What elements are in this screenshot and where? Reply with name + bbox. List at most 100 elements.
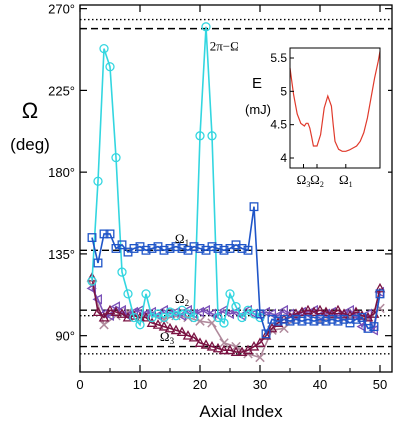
data-point xyxy=(110,306,122,317)
series-line xyxy=(91,277,381,353)
x-tick-label: 10 xyxy=(133,377,147,392)
inset-chart: 4 4.5 5 5.5 Ω3 Ω2 Ω1 E (mJ) xyxy=(238,40,388,195)
series-circle xyxy=(87,22,265,330)
data-point xyxy=(86,283,97,294)
inset-ticks: 4 4.5 5 5.5 Ω3 Ω2 Ω1 xyxy=(270,51,352,189)
x-tick-label: 30 xyxy=(253,377,267,392)
data-point xyxy=(98,311,110,322)
data-point xyxy=(255,309,265,319)
data-point xyxy=(129,244,139,253)
data-point xyxy=(141,289,151,299)
data-point xyxy=(308,306,320,317)
data-point xyxy=(87,276,97,286)
data-point xyxy=(219,245,229,255)
data-point xyxy=(165,244,175,253)
data-point xyxy=(177,244,187,253)
annotation-3: Ω3 xyxy=(160,329,175,346)
data-point xyxy=(164,322,176,333)
data-point xyxy=(170,324,182,335)
data-point xyxy=(99,43,109,54)
data-point xyxy=(327,314,337,324)
y-tick-label: 180° xyxy=(48,165,75,180)
data-point xyxy=(128,310,140,320)
data-point xyxy=(333,316,343,326)
data-point xyxy=(260,306,271,318)
data-point xyxy=(249,202,259,212)
inset-frame xyxy=(289,47,381,169)
inset-y-tick-label: 4.5 xyxy=(270,118,287,132)
inset-energy-line xyxy=(289,51,381,152)
data-point xyxy=(201,22,211,32)
data-point xyxy=(129,312,139,323)
x-tick-label: 0 xyxy=(76,377,83,392)
y-axis-label: Ω xyxy=(22,98,38,123)
data-point xyxy=(237,312,247,323)
data-point xyxy=(302,304,314,315)
data-point xyxy=(93,176,103,186)
data-point xyxy=(159,312,169,323)
data-point xyxy=(375,289,385,299)
data-point xyxy=(116,304,127,316)
data-point xyxy=(230,346,242,357)
inset-y-tick-label: 5 xyxy=(280,84,287,98)
data-point xyxy=(194,337,206,347)
axis-ticks: 0 10 20 30 40 50 90° 135° 180° 225° 270° xyxy=(48,2,392,392)
data-point xyxy=(314,304,326,315)
data-point xyxy=(296,306,308,317)
data-point xyxy=(243,245,253,255)
annotation-1: Ω1 xyxy=(175,231,189,248)
data-point xyxy=(273,316,283,326)
series-line xyxy=(91,26,261,327)
data-point xyxy=(321,316,331,326)
data-point xyxy=(261,329,271,339)
data-point xyxy=(351,314,361,324)
data-point xyxy=(189,242,199,252)
data-point xyxy=(158,321,170,331)
data-point xyxy=(332,304,344,315)
data-point xyxy=(147,244,157,253)
data-point xyxy=(255,352,265,363)
inset-y-tick-label: 4 xyxy=(280,151,287,165)
data-point xyxy=(105,62,115,72)
data-point xyxy=(92,306,104,317)
data-point xyxy=(141,245,151,255)
data-point xyxy=(219,338,229,348)
data-point xyxy=(117,267,127,277)
data-point xyxy=(278,304,289,316)
data-point xyxy=(212,342,224,353)
data-point xyxy=(260,330,272,340)
data-point xyxy=(99,320,109,330)
data-point xyxy=(219,318,229,328)
data-point xyxy=(176,326,188,337)
data-point xyxy=(218,344,230,355)
series-line xyxy=(91,288,381,334)
data-point xyxy=(104,304,116,315)
annotation-2: Ω2 xyxy=(175,291,189,308)
y-tick-label: 225° xyxy=(48,83,75,98)
data-point xyxy=(236,346,248,357)
data-point xyxy=(87,233,97,243)
data-point xyxy=(309,316,319,326)
data-point xyxy=(213,244,223,253)
data-point xyxy=(224,344,236,355)
x-axis-label: Axial Index xyxy=(199,402,283,421)
data-point xyxy=(320,306,332,317)
main-chart: 2π−Ω2Ω1Ω2Ω3 0102030405090°135°180°225°27… xyxy=(10,2,393,421)
data-point xyxy=(207,242,217,252)
data-point xyxy=(182,304,193,316)
data-point xyxy=(291,314,301,324)
series-line xyxy=(91,206,381,337)
data-point xyxy=(297,316,307,326)
data-point xyxy=(195,244,205,253)
inset-background xyxy=(238,40,388,195)
data-point xyxy=(356,321,367,332)
data-point xyxy=(200,339,212,349)
data-point xyxy=(290,308,302,318)
data-point xyxy=(213,312,223,323)
data-point xyxy=(231,301,241,312)
data-point xyxy=(225,289,235,299)
x-tick-label: 40 xyxy=(313,377,327,392)
y-tick-label: 135° xyxy=(48,247,75,262)
data-point xyxy=(194,306,205,318)
data-point xyxy=(188,331,200,342)
